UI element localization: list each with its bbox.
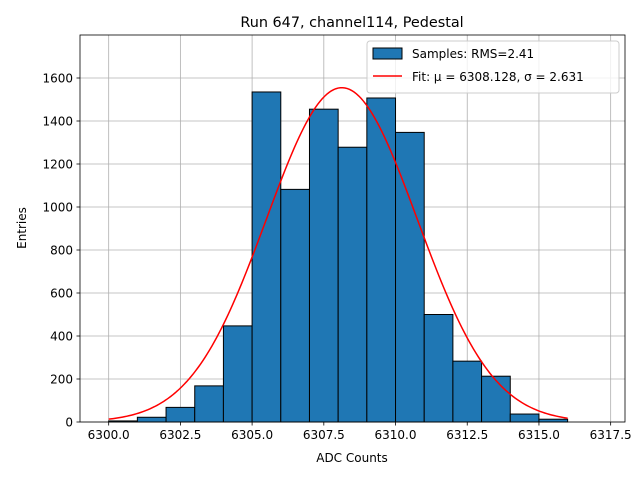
x-tick-label: 6300.0 — [88, 428, 130, 442]
y-tick-label: 400 — [50, 330, 73, 344]
y-axis-label: Entries — [15, 207, 29, 249]
legend-label-fit: Fit: μ = 6308.128, σ = 2.631 — [412, 70, 584, 84]
histogram-bar — [194, 385, 224, 423]
histogram-bar — [423, 314, 454, 423]
y-tick-label: 1600 — [42, 72, 73, 86]
histogram-bar — [165, 406, 196, 423]
x-tick-label: 6305.0 — [231, 428, 273, 442]
y-tick-label: 800 — [50, 244, 73, 258]
histogram-bar — [538, 418, 569, 423]
x-tick-label: 6302.5 — [159, 428, 201, 442]
histogram-bar — [509, 413, 540, 423]
x-tick-label: 6310.0 — [375, 428, 417, 442]
fit-curve — [108, 86, 568, 420]
histogram-bar — [395, 131, 425, 423]
histogram-bar — [308, 108, 339, 423]
y-tick-label: 200 — [50, 373, 73, 387]
legend-label-samples: Samples: RMS=2.41 — [412, 47, 534, 61]
x-tick-label: 6315.0 — [518, 428, 560, 442]
y-tick-label: 1200 — [42, 158, 73, 172]
x-tick-label: 6307.5 — [303, 428, 345, 442]
histogram-bars — [108, 91, 569, 423]
y-tick-label: 0 — [65, 416, 73, 430]
histogram-bar — [280, 188, 310, 423]
legend: Samples: RMS=2.41 Fit: μ = 6308.128, σ =… — [366, 40, 620, 94]
y-tick-label: 1000 — [42, 201, 73, 215]
histogram-bar — [136, 416, 167, 423]
histogram-bar — [337, 146, 368, 423]
histogram-bar — [222, 325, 253, 423]
y-tick-label: 600 — [50, 287, 73, 301]
x-axis: 6300.0 6302.5 6305.0 6307.5 6310.0 6312.5 6315… — [88, 422, 632, 442]
histogram-bar — [251, 91, 282, 423]
chart-title: Run 647, channel114, Pedestal — [240, 15, 463, 31]
x-tick-label: 6317.5 — [590, 428, 632, 442]
x-tick-label: 6312.5 — [446, 428, 488, 442]
histogram-bar — [452, 360, 483, 423]
histogram-bar — [366, 97, 397, 423]
legend-box — [366, 40, 620, 94]
legend-swatch-samples — [372, 47, 403, 60]
y-tick-label: 1400 — [42, 115, 73, 129]
y-axis: 0 200 400 600 800 1000 1200 1400 1600 — [42, 72, 80, 430]
x-axis-label: ADC Counts — [316, 451, 388, 465]
plot-frame — [79, 34, 626, 423]
histogram-bar — [481, 375, 511, 423]
